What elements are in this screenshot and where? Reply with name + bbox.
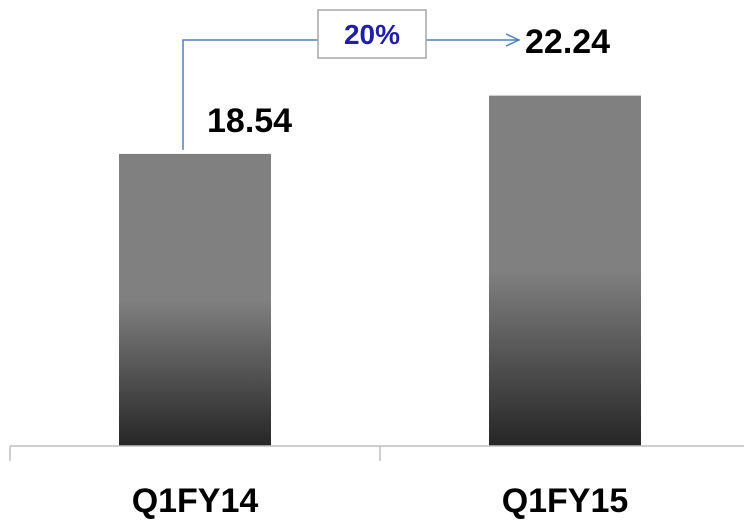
data-label-q1fy14: 18.54 xyxy=(207,102,292,140)
growth-connector-line xyxy=(182,39,318,150)
growth-label-box xyxy=(317,9,427,59)
bar-q1fy14 xyxy=(119,153,271,447)
growth-annotation: 20% xyxy=(182,9,521,150)
growth-label: 20% xyxy=(344,19,400,50)
bar-q1fy15 xyxy=(489,95,641,446)
bars-layer xyxy=(119,95,641,447)
labels-layer: Q1FY14 Q1FY15 18.54 22.24 xyxy=(132,23,629,520)
x-tick-label-q1fy14: Q1FY14 xyxy=(132,482,259,520)
x-axis xyxy=(9,445,744,461)
x-tick-label-q1fy15: Q1FY15 xyxy=(502,482,629,520)
data-label-q1fy15: 22.24 xyxy=(525,23,610,61)
